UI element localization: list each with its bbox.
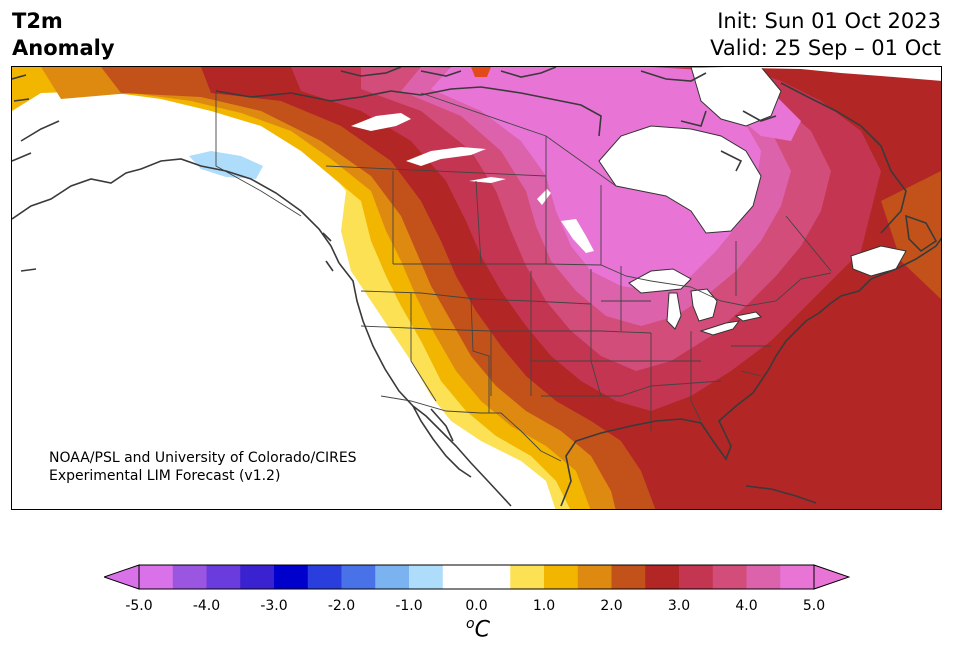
labrador-coast — [780, 82, 941, 270]
colorbar-tick-label: -4.0 — [192, 598, 221, 614]
cuba — [745, 485, 817, 504]
colorbar-unit: oC — [466, 616, 490, 642]
colorbar-cell — [172, 565, 207, 589]
colorbar-extend-low — [104, 564, 140, 590]
colorbar-cell — [544, 565, 579, 589]
colorbar-tick-label: 1.0 — [532, 598, 556, 614]
colorbar-tick-label: -5.0 — [125, 598, 153, 614]
colorbar-cell — [375, 565, 410, 589]
colorbar-cell — [409, 565, 444, 589]
colorbar-cell — [139, 565, 174, 589]
colorbar-outline — [138, 564, 815, 590]
unit-degree: o — [466, 616, 475, 632]
reindeer-lake — [561, 219, 594, 253]
band-gt5c — [431, 67, 761, 291]
baja-coast — [412, 405, 472, 478]
colorbar-cell — [341, 565, 376, 589]
colorbar-cell — [712, 565, 747, 589]
colorbar-extend-high — [813, 564, 850, 590]
band-hot-spot — [471, 67, 491, 77]
colorbar-tick-labels: -5.0 -4.0 -3.0 -2.0 -1.0 0.0 1.0 2.0 3.0 4.0 5.0 — [0, 598, 953, 618]
colorbar-cell — [206, 565, 241, 589]
colorbar-cell — [510, 565, 545, 589]
colorbar-cell — [307, 565, 342, 589]
colorbar-cell — [611, 565, 646, 589]
colorbar-tick-label: 4.0 — [735, 598, 758, 614]
newfoundland — [905, 214, 938, 253]
init-date: Init: Sun 01 Oct 2023 — [717, 9, 941, 33]
colorbar-cell — [577, 565, 612, 589]
colorbar-cell — [746, 565, 781, 589]
great-lake-huron — [690, 288, 718, 322]
credit-text: NOAA/PSL and University of Colorado/CIRE… — [49, 449, 357, 485]
anomaly-map — [11, 66, 942, 510]
title-variable: T2m — [12, 9, 63, 33]
hudson-bay-north — [690, 67, 782, 127]
colorbar-tick-label: -1.0 — [395, 598, 423, 614]
boundaries — [215, 91, 832, 462]
colorbar-tick-label: 3.0 — [667, 598, 691, 614]
us-states — [360, 266, 771, 431]
colorbar-tick-label: -3.0 — [260, 598, 288, 614]
map-title: T2m Anomaly — [12, 8, 115, 62]
title-anomaly: Anomaly — [12, 36, 115, 60]
gulf-coast — [560, 380, 762, 507]
colorbar-tick-label: 5.0 — [802, 598, 826, 614]
credit-line-2: Experimental LIM Forecast (v1.2) — [49, 468, 281, 484]
arctic-coast — [215, 86, 602, 137]
colorbar-cell — [780, 565, 815, 589]
baffin-water — [701, 67, 941, 81]
coastlines — [12, 67, 941, 507]
colorbar — [104, 564, 850, 590]
great-lake-ontario — [734, 311, 762, 322]
water-bodies — [351, 67, 941, 336]
anomaly-map-canvas — [12, 67, 941, 509]
alaska-border — [215, 91, 302, 217]
anomaly-shading — [12, 67, 941, 509]
colorbar-tick-label: 0.0 — [465, 598, 488, 614]
colorbar-tick-label: -2.0 — [327, 598, 356, 614]
colorbar-cells — [139, 565, 815, 589]
us-mexico-border — [380, 395, 562, 462]
great-lake-erie — [699, 320, 741, 336]
band-cool-pocket-top — [189, 151, 263, 179]
hudson-bay — [598, 125, 762, 234]
valid-period: Valid: 25 Sep – 01 Oct — [710, 36, 941, 60]
canada-provinces — [325, 92, 832, 296]
great-lake-superior — [628, 268, 692, 294]
colorbar-cell — [240, 565, 275, 589]
alaska-coast — [12, 120, 340, 264]
colorbar-cell — [476, 565, 511, 589]
lake-winnipeg — [537, 189, 551, 205]
colorbar-tick-label: 2.0 — [600, 598, 623, 614]
east-coast — [760, 268, 897, 382]
islands-pacific — [12, 74, 334, 272]
forecast-dates: Init: Sun 01 Oct 2023 Valid: 25 Sep – 01… — [710, 8, 941, 62]
credit-line-1: NOAA/PSL and University of Colorado/CIRE… — [49, 450, 357, 466]
colorbar-cell — [645, 565, 680, 589]
great-lake-michigan — [666, 292, 682, 330]
great-bear-lake — [351, 113, 411, 131]
band-neutral-west — [12, 119, 519, 509]
arctic-islands — [340, 67, 777, 172]
lake-athabasca — [469, 177, 506, 183]
colorbar-cell — [679, 565, 714, 589]
colorbar-cell — [274, 565, 309, 589]
colorbar-cell — [442, 565, 477, 589]
great-slave-lake — [406, 147, 486, 166]
unit-celsius: C — [474, 617, 490, 643]
